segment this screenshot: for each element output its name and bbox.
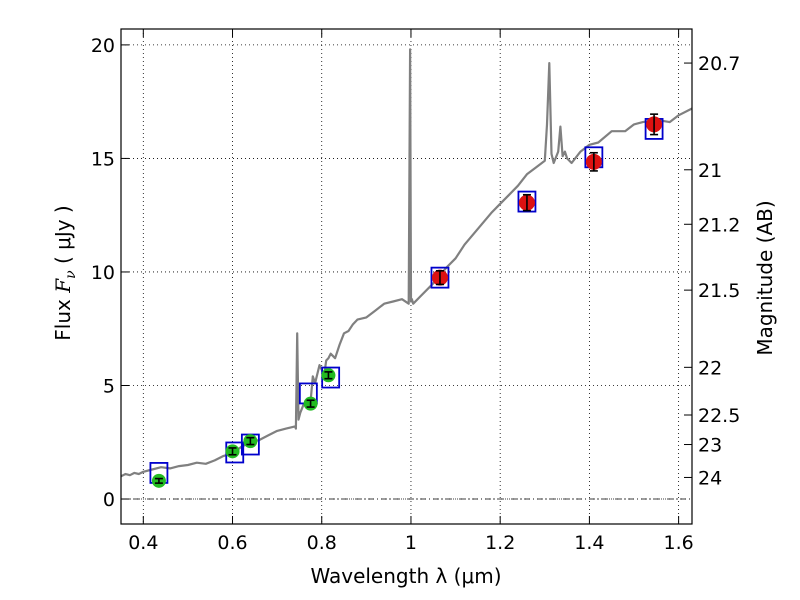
y-axis-label-subscript: ν bbox=[63, 270, 79, 279]
spectrum-line bbox=[120, 48, 693, 478]
model-box bbox=[517, 190, 537, 213]
plot-frame bbox=[120, 28, 693, 525]
right-tick-label: 21.2 bbox=[698, 214, 740, 236]
y-axis-label-symbol: F bbox=[51, 278, 75, 294]
y-axis-label: Flux Fν ( μJy ) bbox=[51, 205, 79, 340]
spectrum-series bbox=[120, 48, 693, 478]
right-axis-label: Magnitude (AB) bbox=[753, 200, 777, 355]
y-tick-label: 5 bbox=[103, 375, 115, 397]
grid-lines bbox=[121, 29, 692, 524]
x-axis-label: Wavelength λ (μm) bbox=[310, 564, 501, 588]
right-tick-label: 22.5 bbox=[698, 405, 740, 427]
y-axis-ticks: 0 5 10 15 20 bbox=[91, 35, 129, 511]
observed-photometry-points bbox=[151, 113, 663, 488]
x-tick-label: 1.2 bbox=[485, 532, 515, 554]
x-tick-label: 1.4 bbox=[574, 532, 604, 554]
y-axis-label-unit: ( μJy ) bbox=[51, 205, 75, 270]
x-tick-label: 1 bbox=[405, 532, 417, 554]
x-tick-label: 0.8 bbox=[307, 532, 337, 554]
x-axis-ticks: 0.4 0.6 0.8 1 1.2 1.4 1.6 bbox=[128, 29, 694, 554]
right-tick-label: 20.7 bbox=[698, 53, 740, 75]
y-tick-label: 15 bbox=[91, 148, 115, 170]
right-tick-label: 24 bbox=[698, 467, 722, 489]
x-tick-label: 0.4 bbox=[128, 532, 158, 554]
y-axis-label-prefix: Flux bbox=[51, 293, 75, 341]
y-tick-label: 10 bbox=[91, 262, 115, 284]
y-tick-label: 20 bbox=[91, 35, 115, 57]
x-tick-label: 1.6 bbox=[664, 532, 694, 554]
x-tick-label: 0.6 bbox=[217, 532, 247, 554]
model-box bbox=[430, 266, 450, 289]
right-axis-ticks: 20.7 21 21.2 21.5 22 22.5 23 24 bbox=[684, 53, 740, 489]
y-tick-label: 0 bbox=[103, 489, 115, 511]
model-photometry-boxes bbox=[149, 118, 664, 484]
right-tick-label: 21 bbox=[698, 160, 722, 182]
right-tick-label: 21.5 bbox=[698, 280, 740, 302]
right-tick-label: 22 bbox=[698, 357, 722, 379]
right-tick-label: 23 bbox=[698, 435, 722, 457]
